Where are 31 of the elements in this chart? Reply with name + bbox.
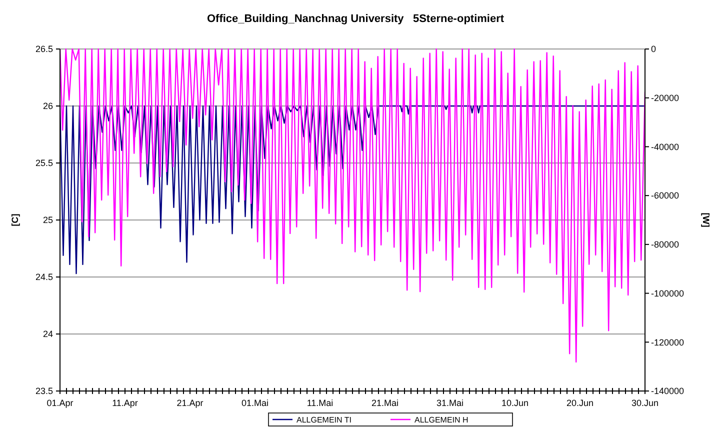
y2-tick-label: -120000 [651,337,684,348]
x-tick-label: 21.Apr [176,398,204,408]
x-tick-label: 31.Mai [436,398,464,408]
x-tick-label: 20.Jun [566,398,594,408]
y2-tick-label: -140000 [651,386,684,396]
x-tick-label: 30.Jun [631,398,659,408]
x-tick-label: 21.Mai [371,398,399,408]
x-tick-label: 01.Mai [241,398,269,408]
y2-tick-label: -60000 [651,190,680,201]
y-tick-label: 23.5 [35,386,53,396]
legend-label: ALLGEMEIN H [414,415,469,424]
y2-tick-label: -100000 [651,288,684,298]
y-tick-label: 26 [42,101,53,112]
y-tick-label: 24 [42,329,53,340]
y2-tick-label: -40000 [651,142,680,152]
y-tick-label: 24.5 [35,272,53,282]
x-tick-label: 11.Mai [306,398,334,408]
chart-title: Office_Building_Nanchnag University 5Sterne-optimiert [206,13,504,25]
y-tick-label: 25 [42,215,53,226]
line-series [60,48,645,363]
y-axis-title: [C] [10,214,20,226]
x-tick-label: 10.Jun [501,398,529,408]
x-tick-label: 01.Apr [46,398,74,408]
y2-tick-label: -20000 [651,93,680,104]
y-tick-label: 25.5 [35,158,53,168]
y2-axis-title: [W] [701,212,711,228]
y-tick-label: 26.5 [35,44,53,54]
y2-tick-label: -80000 [651,240,680,250]
x-tick-label: 11.Apr [112,398,138,408]
y2-tick-label: 0 [651,44,656,54]
legend-label: ALLGEMEIN TI [296,415,352,424]
